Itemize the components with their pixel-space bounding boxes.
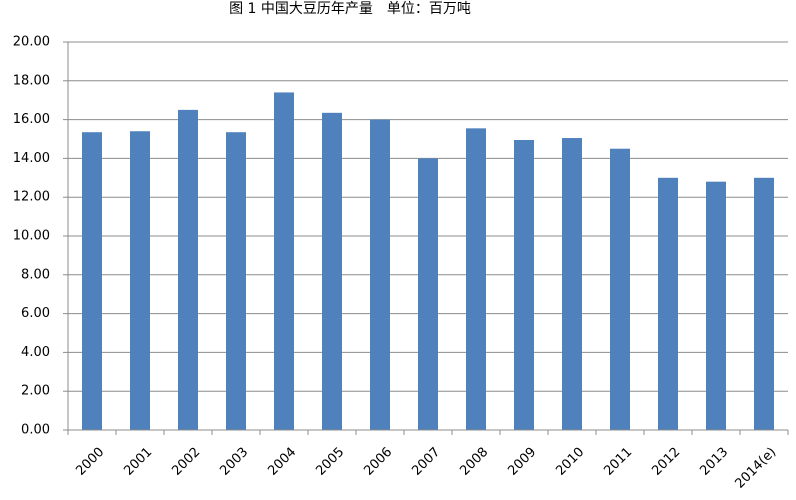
bar [754, 177, 774, 430]
bar [706, 181, 726, 430]
bar [226, 132, 246, 430]
y-tick-label: 2.00 [21, 384, 50, 399]
x-tick-label: 2001 [121, 445, 155, 479]
y-tick-label: 20.00 [13, 35, 50, 50]
y-tick-label: 18.00 [13, 73, 50, 88]
x-tick-label: 2012 [649, 445, 683, 479]
y-tick-label: 0.00 [21, 423, 50, 438]
x-tick-label: 2006 [361, 445, 395, 479]
bar [322, 112, 342, 430]
bar [82, 132, 102, 430]
x-tick-label: 2004 [265, 445, 299, 479]
bar [658, 177, 678, 430]
x-tick-label: 2014(e) [732, 445, 779, 492]
x-tick-label: 2000 [73, 445, 107, 479]
x-tick-label: 2003 [217, 445, 251, 479]
y-tick-label: 16.00 [13, 112, 50, 127]
y-tick-label: 8.00 [21, 267, 50, 282]
bar [274, 92, 294, 430]
y-tick-label: 12.00 [13, 190, 50, 205]
x-tick-label: 2010 [553, 445, 587, 479]
x-tick-label: 2005 [313, 445, 347, 479]
x-tick-label: 2009 [505, 445, 539, 479]
bar [514, 139, 534, 430]
bar [370, 119, 390, 430]
y-tick-label: 4.00 [21, 345, 50, 360]
bar [178, 109, 198, 431]
y-tick-label: 14.00 [13, 151, 50, 166]
y-tick-label: 6.00 [21, 306, 50, 321]
bar [610, 148, 630, 430]
y-tick-label: 10.00 [13, 229, 50, 244]
bar [466, 128, 486, 430]
bar [562, 138, 582, 430]
x-tick-label: 2008 [457, 445, 491, 479]
bar [130, 131, 150, 431]
chart-title: 图 1 中国大豆历年产量 单位：百万吨 [229, 1, 471, 17]
x-tick-label: 2013 [697, 445, 731, 479]
x-tick-label: 2002 [169, 445, 203, 479]
x-tick-label: 2011 [601, 445, 635, 479]
bar [418, 158, 438, 430]
x-tick-label: 2007 [409, 445, 443, 479]
